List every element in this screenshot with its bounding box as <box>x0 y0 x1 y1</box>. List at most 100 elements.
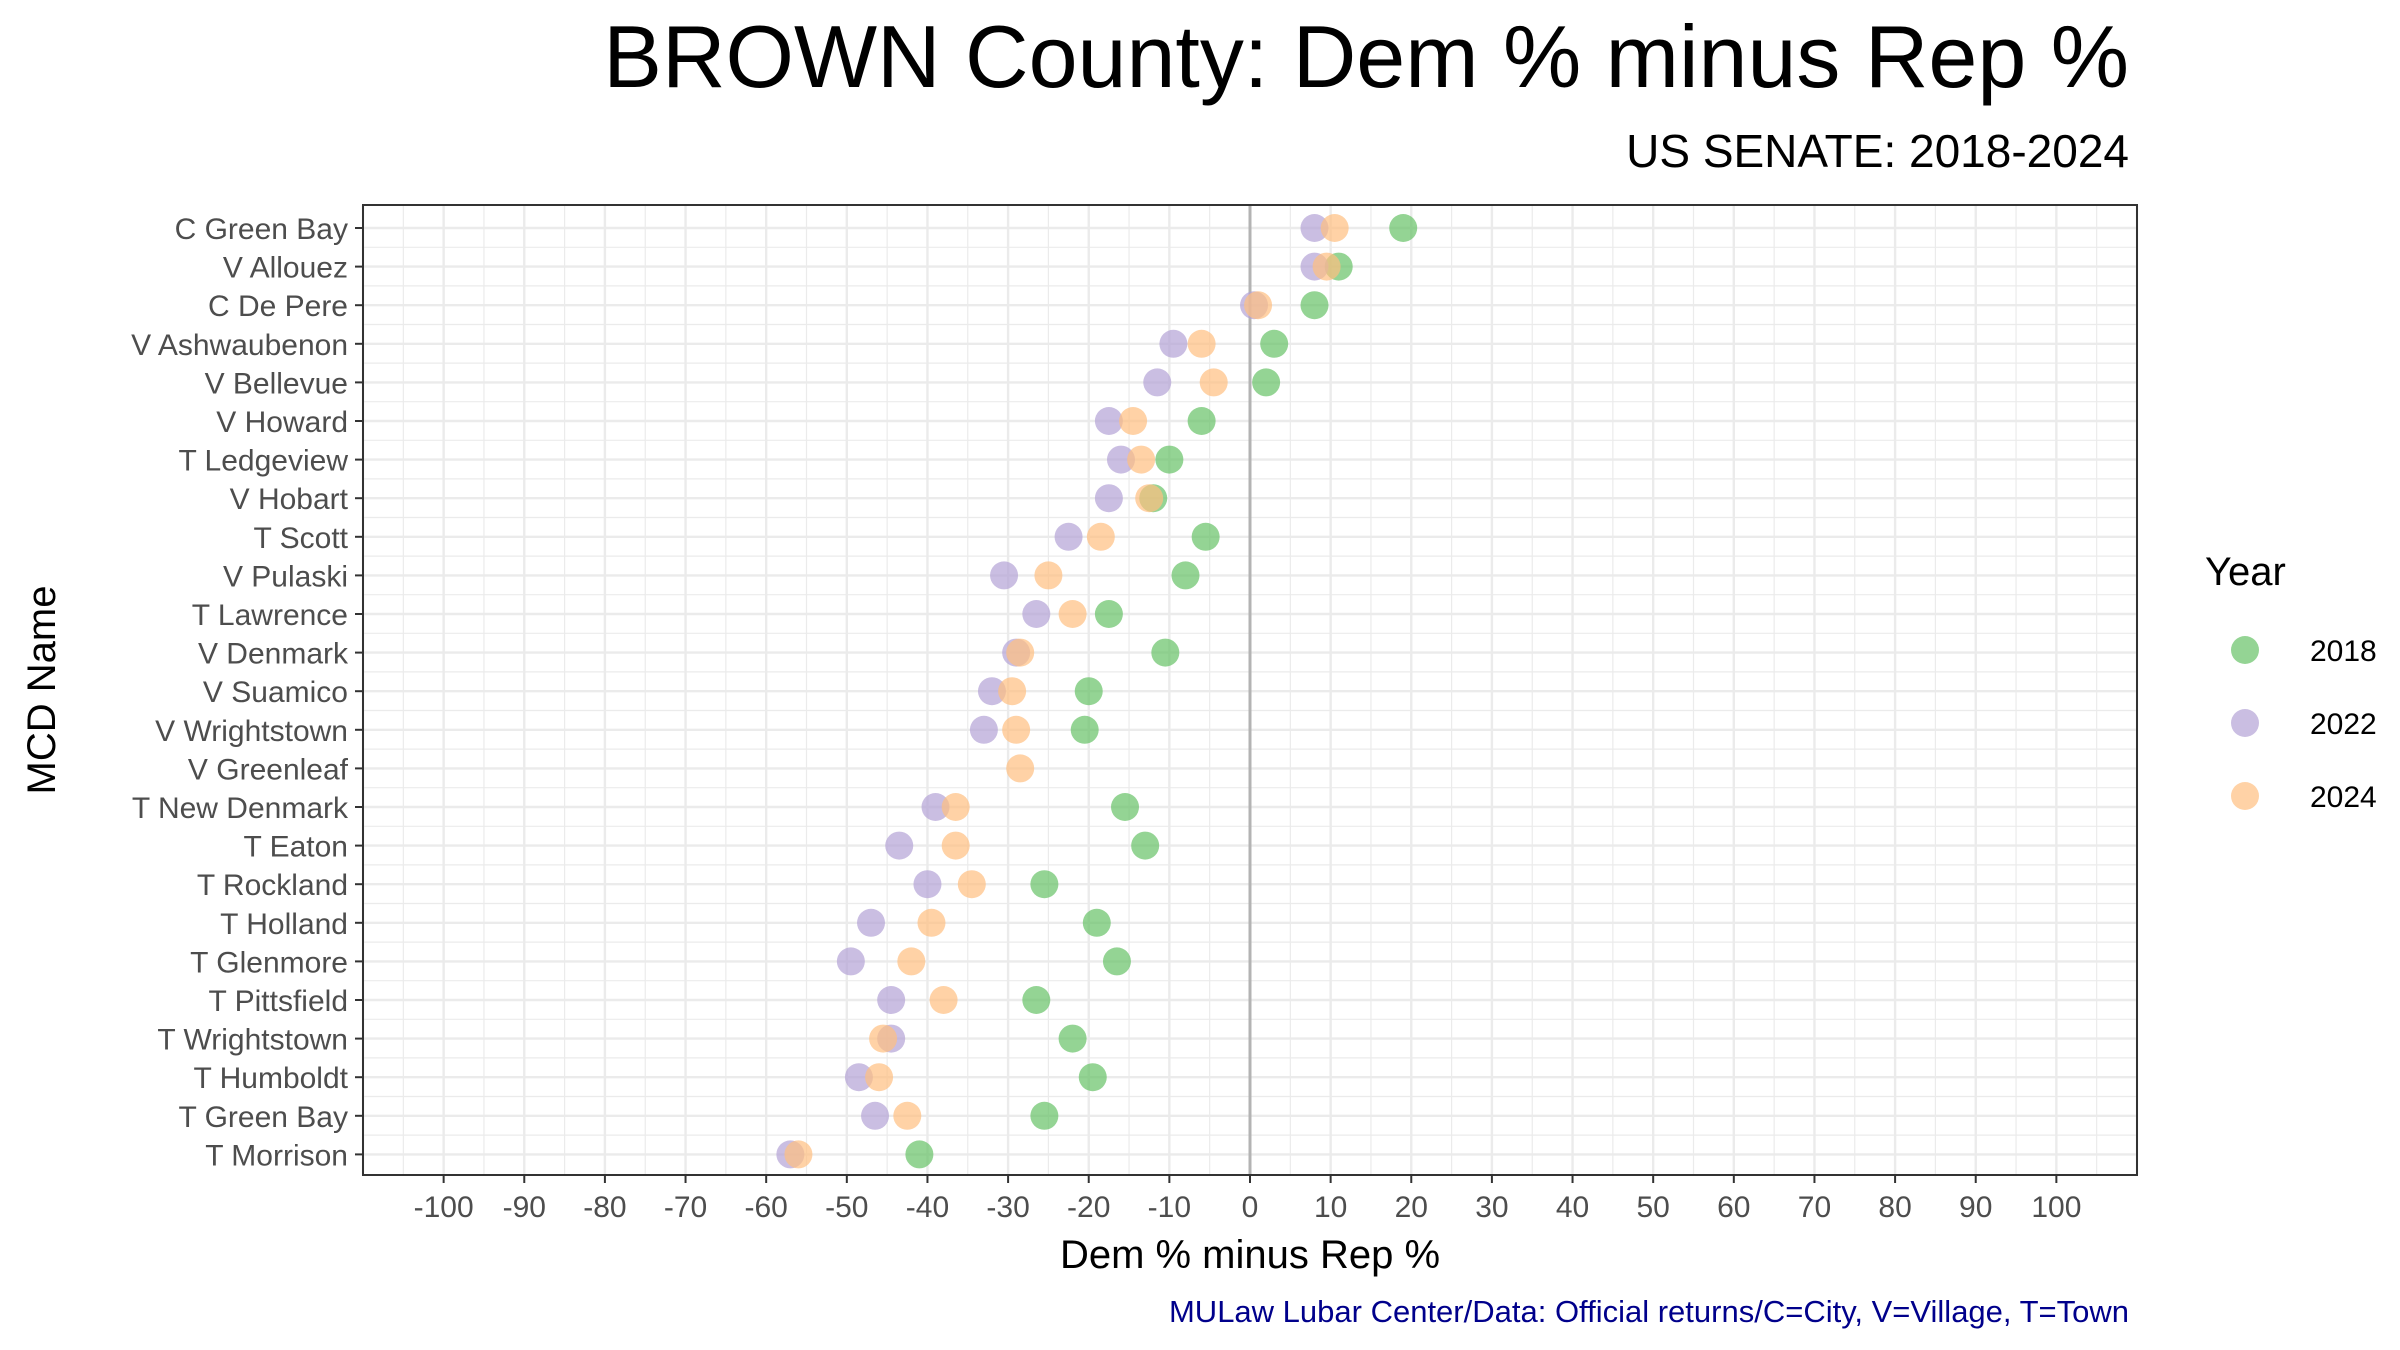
point-2018-18 <box>1082 908 1111 937</box>
point-2022-8 <box>1054 522 1083 551</box>
y-tick-label: T Humboldt <box>193 1062 348 1095</box>
point-2022-0 <box>1300 214 1329 242</box>
point-2024-14 <box>1006 754 1035 783</box>
x-tick-label: -30 <box>986 1191 1029 1224</box>
point-2024-3 <box>1187 329 1216 358</box>
point-2024-13 <box>1002 715 1031 744</box>
point-2018-5 <box>1187 407 1216 435</box>
y-tick-label: V Allouez <box>223 252 348 285</box>
y-tick-label: V Wrightstown <box>155 715 348 748</box>
x-tick-label: 50 <box>1636 1191 1669 1224</box>
x-tick-label: 90 <box>1959 1191 1992 1224</box>
point-2018-16 <box>1131 831 1160 860</box>
point-2018-2 <box>1300 291 1329 320</box>
point-2024-23 <box>893 1101 922 1130</box>
x-tick-label: 100 <box>2031 1191 2081 1224</box>
x-tick-label: -90 <box>503 1191 546 1224</box>
point-2024-16 <box>941 831 970 860</box>
point-2024-0 <box>1320 214 1349 242</box>
y-tick-label: T Wrightstown <box>157 1024 348 1057</box>
point-2024-11 <box>1006 638 1035 667</box>
y-tick-label: V Bellevue <box>205 367 348 400</box>
y-axis-title: MCD Name <box>20 586 64 795</box>
x-tick-label: -40 <box>906 1191 949 1224</box>
point-2018-21 <box>1058 1024 1087 1053</box>
x-tick-label: 80 <box>1878 1191 1911 1224</box>
legend: Year 2018 2022 2024 <box>2205 550 2377 814</box>
chart-subtitle: US SENATE: 2018-2024 <box>1626 125 2129 177</box>
x-tick-label: 10 <box>1314 1191 1347 1224</box>
point-2022-13 <box>969 715 998 744</box>
y-tick-label: T Ledgeview <box>178 445 348 478</box>
point-2022-20 <box>877 986 906 1014</box>
point-2018-4 <box>1252 368 1281 397</box>
x-tick-label: 40 <box>1556 1191 1589 1224</box>
y-tick-label: V Denmark <box>198 638 349 671</box>
y-tick-label: T Scott <box>254 522 349 555</box>
point-2022-15 <box>921 793 950 821</box>
legend-title: Year <box>2205 550 2286 594</box>
x-axis: -100 -90 -80 -70 -60 -50 -40 -30 -20 -10 0 10 20 30 40… <box>414 1175 2081 1224</box>
legend-label: 2024 <box>2310 781 2377 814</box>
legend-key-2018 <box>2231 636 2259 664</box>
point-2024-20 <box>929 986 958 1014</box>
legend-key-2022 <box>2231 709 2259 737</box>
point-2018-13 <box>1070 715 1099 744</box>
y-tick-label: T New Denmark <box>132 792 349 825</box>
point-2018-23 <box>1030 1101 1059 1130</box>
point-2018-17 <box>1030 870 1059 899</box>
point-2024-7 <box>1135 484 1164 513</box>
point-2022-7 <box>1094 484 1123 513</box>
x-tick-label: -10 <box>1148 1191 1191 1224</box>
point-2018-24 <box>905 1140 934 1169</box>
point-2018-15 <box>1111 793 1140 821</box>
y-axis: C Green Bay V Allouez C De Pere V Ashwauben… <box>131 213 363 1172</box>
x-tick-label: 60 <box>1717 1191 1750 1224</box>
y-tick-label: V Suamico <box>203 676 348 709</box>
y-tick-label: V Ashwaubenon <box>131 329 348 362</box>
y-tick-label: C Green Bay <box>175 213 348 246</box>
point-2022-5 <box>1094 407 1123 435</box>
x-tick-label: 70 <box>1798 1191 1831 1224</box>
y-tick-label: C De Pere <box>208 290 348 323</box>
point-2024-10 <box>1058 600 1087 628</box>
point-2018-10 <box>1094 600 1123 628</box>
x-tick-label: -80 <box>583 1191 626 1224</box>
point-2018-19 <box>1102 947 1131 976</box>
x-axis-title: Dem % minus Rep % <box>1060 1233 1440 1277</box>
point-2024-12 <box>998 677 1027 706</box>
point-2022-12 <box>977 677 1006 706</box>
y-tick-label: V Hobart <box>230 483 349 516</box>
point-2024-22 <box>865 1063 894 1092</box>
x-tick-label: 0 <box>1242 1191 1259 1224</box>
y-tick-label: V Howard <box>216 406 348 439</box>
point-2024-19 <box>897 947 926 976</box>
y-tick-label: V Pulaski <box>223 560 348 593</box>
point-2018-8 <box>1191 522 1220 551</box>
y-tick-label: T Holland <box>220 908 348 941</box>
legend-key-2024 <box>2231 782 2259 810</box>
y-tick-label: T Rockland <box>197 869 348 902</box>
point-2022-10 <box>1022 600 1051 628</box>
point-2022-9 <box>990 561 1019 590</box>
point-2024-15 <box>941 793 970 821</box>
chart-caption: MULaw Lubar Center/Data: Official return… <box>1168 1294 2129 1329</box>
point-2024-8 <box>1086 522 1115 551</box>
point-2022-22 <box>844 1063 873 1092</box>
point-2024-6 <box>1127 445 1156 474</box>
point-2018-0 <box>1389 214 1418 242</box>
point-2018-22 <box>1078 1063 1107 1092</box>
point-2024-5 <box>1119 407 1148 435</box>
point-2022-18 <box>857 908 886 937</box>
data-points <box>776 214 1418 1169</box>
point-2024-1 <box>1312 252 1341 281</box>
point-2018-12 <box>1074 677 1103 706</box>
point-2022-4 <box>1143 368 1172 397</box>
point-2024-2 <box>1244 291 1273 320</box>
y-tick-label: T Green Bay <box>178 1101 348 1134</box>
point-2018-9 <box>1171 561 1200 590</box>
point-2022-3 <box>1159 329 1188 358</box>
y-tick-label: T Glenmore <box>190 946 348 979</box>
x-tick-label: -50 <box>825 1191 868 1224</box>
legend-label: 2018 <box>2310 635 2377 668</box>
